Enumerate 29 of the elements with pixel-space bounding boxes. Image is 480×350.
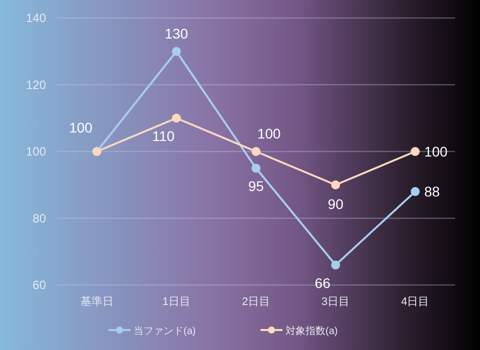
data-label: 130: [164, 25, 188, 42]
data-label: 100: [424, 144, 448, 160]
x-tick-label: 2日目: [242, 296, 270, 308]
point: [410, 187, 420, 196]
data-label: 90: [328, 196, 344, 212]
y-tick-label: 80: [32, 211, 46, 226]
y-tick-label: 140: [26, 11, 46, 25]
data-label: 66: [314, 274, 331, 291]
legend-label: 当ファンド(a): [134, 325, 196, 337]
point: [410, 147, 420, 156]
y-tick-label: 100: [26, 144, 46, 158]
data-label: 110: [152, 128, 175, 144]
data-label: 100: [257, 126, 281, 142]
data-label: 95: [248, 178, 264, 194]
legend-label: 対象指数(a): [286, 325, 338, 337]
x-tick-label: 4日目: [401, 296, 430, 308]
y-tick-label: 60: [32, 278, 46, 292]
point: [252, 147, 260, 156]
point: [172, 46, 181, 56]
point: [331, 260, 340, 270]
x-tick-label: 基準日: [80, 295, 114, 308]
data-label: 88: [424, 184, 440, 200]
y-tick-label: 120: [26, 78, 46, 92]
point: [172, 114, 181, 123]
x-tick-label: 1日目: [162, 296, 190, 308]
data-label: 100: [69, 120, 93, 136]
point: [252, 164, 260, 173]
point: [331, 180, 340, 190]
x-tick-label: 3日目: [322, 296, 350, 308]
